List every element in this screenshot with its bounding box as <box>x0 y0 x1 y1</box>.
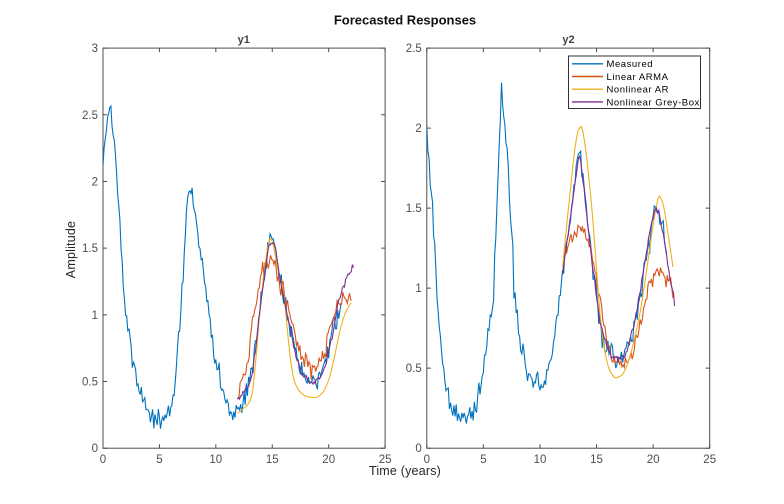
svg-text:Amplitude: Amplitude <box>64 221 78 278</box>
svg-text:Measured: Measured <box>607 59 654 70</box>
svg-text:0.5: 0.5 <box>406 363 422 375</box>
svg-text:0: 0 <box>100 454 106 466</box>
svg-text:y1: y1 <box>238 34 250 46</box>
svg-text:Nonlinear AR: Nonlinear AR <box>607 85 670 96</box>
svg-text:1.5: 1.5 <box>406 203 422 215</box>
svg-text:2.5: 2.5 <box>406 43 422 55</box>
svg-text:Linear ARMA: Linear ARMA <box>607 72 669 83</box>
svg-text:2: 2 <box>415 123 421 135</box>
svg-text:Time (years): Time (years) <box>369 464 441 478</box>
svg-text:1.5: 1.5 <box>82 243 98 255</box>
svg-text:1: 1 <box>92 310 98 322</box>
svg-text:1: 1 <box>415 283 421 295</box>
svg-text:20: 20 <box>647 454 660 466</box>
svg-text:25: 25 <box>379 454 392 466</box>
svg-text:10: 10 <box>209 454 222 466</box>
svg-text:Nonlinear Grey-Box: Nonlinear Grey-Box <box>607 97 700 108</box>
svg-text:15: 15 <box>266 454 279 466</box>
svg-text:5: 5 <box>156 454 162 466</box>
svg-text:2: 2 <box>92 177 98 189</box>
svg-text:0: 0 <box>424 454 430 466</box>
svg-text:3: 3 <box>92 43 98 55</box>
svg-text:Forecasted Responses: Forecasted Responses <box>334 13 476 28</box>
svg-text:15: 15 <box>590 454 603 466</box>
svg-text:y2: y2 <box>562 34 574 46</box>
svg-text:0.5: 0.5 <box>82 377 98 389</box>
svg-text:10: 10 <box>534 454 547 466</box>
svg-text:2.5: 2.5 <box>82 110 98 122</box>
svg-text:0: 0 <box>92 443 98 455</box>
svg-text:25: 25 <box>703 454 716 466</box>
svg-text:20: 20 <box>322 454 335 466</box>
svg-text:0: 0 <box>415 443 421 455</box>
svg-text:5: 5 <box>480 454 486 466</box>
